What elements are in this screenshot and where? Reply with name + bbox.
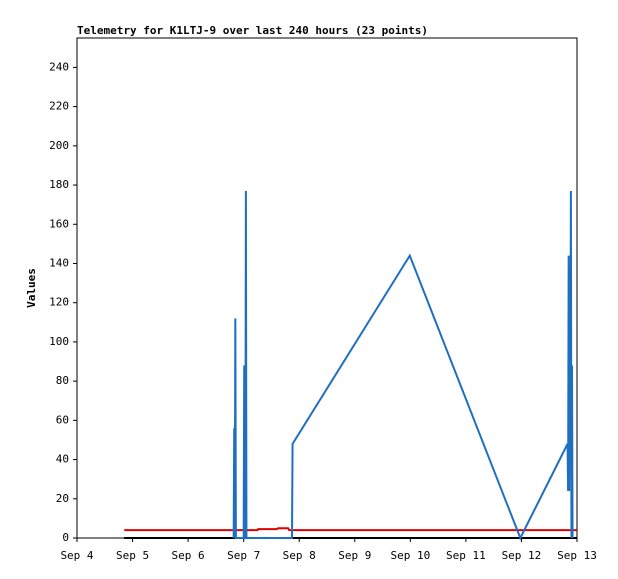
y-tick-label: 240 [49, 60, 69, 73]
x-tick-label: Sep 5 [116, 549, 149, 562]
chart-title: Telemetry for K1LTJ-9 over last 240 hour… [77, 24, 428, 37]
y-tick-label: 180 [49, 178, 69, 191]
x-tick-label: Sep 7 [227, 549, 260, 562]
y-tick-label: 0 [62, 531, 69, 544]
x-tick-label: Sep 12 [502, 549, 542, 562]
plot-area [76, 37, 578, 539]
y-tick-label: 140 [49, 256, 69, 269]
x-tick-label: Sep 9 [338, 549, 371, 562]
y-tick-label: 60 [56, 413, 69, 426]
y-tick-label: 220 [49, 100, 69, 113]
series-line [124, 527, 577, 532]
y-tick-label: 40 [56, 453, 69, 466]
series-line [232, 190, 574, 541]
y-tick-label: 160 [49, 217, 69, 230]
y-tick-label: 80 [56, 374, 69, 387]
y-axis-label: Values [25, 268, 38, 308]
x-tick-label: Sep 8 [283, 549, 316, 562]
y-tick-label: 200 [49, 139, 69, 152]
x-tick-label: Sep 10 [390, 549, 430, 562]
y-tick-label: 100 [49, 335, 69, 348]
x-tick-label: Sep 4 [60, 549, 93, 562]
y-tick-label: 20 [56, 492, 69, 505]
y-tick-label: 120 [49, 296, 69, 309]
x-tick-label: Sep 6 [172, 549, 205, 562]
x-tick-label: Sep 13 [557, 549, 597, 562]
x-tick-label: Sep 11 [446, 549, 486, 562]
